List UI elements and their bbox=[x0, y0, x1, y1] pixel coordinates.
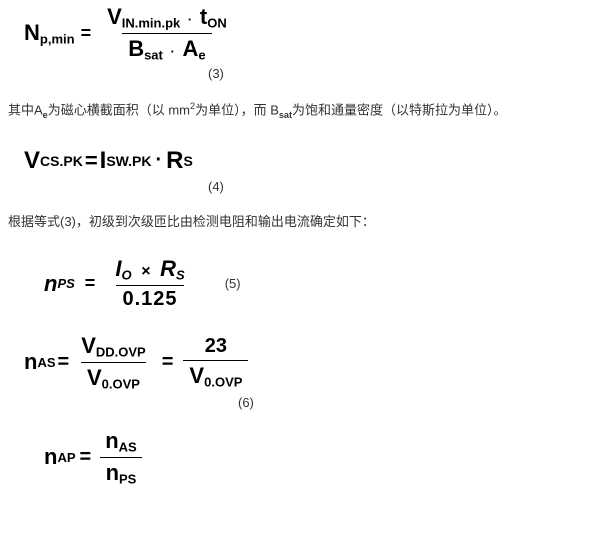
eq5-rs-sub: S bbox=[176, 268, 185, 283]
eq4-equals: = bbox=[83, 148, 100, 174]
eq4-r: R bbox=[166, 147, 183, 175]
p1-t4: 为饱和通量密度（以特斯拉为单位）。 bbox=[292, 103, 507, 118]
eq7-equals: = bbox=[76, 446, 96, 469]
eq7-num-sub: AS bbox=[119, 440, 137, 455]
eq5-fraction: IO × RS 0.125 bbox=[109, 256, 190, 311]
p1-t2: 为磁心横截面积（以 mm bbox=[48, 103, 190, 118]
equation-4: VCS.PK = ISW.PK · RS bbox=[8, 147, 600, 175]
eq6-equals2: = bbox=[156, 351, 180, 374]
eq3-number: (3) bbox=[8, 66, 600, 81]
eq5-n: n bbox=[44, 271, 57, 297]
p1-t1: 其中A bbox=[8, 103, 43, 118]
equation-4-row: VCS.PK = ISW.PK · RS bbox=[24, 147, 600, 175]
eq4-v: V bbox=[24, 147, 40, 175]
eq6-n: n bbox=[24, 349, 37, 375]
eq5-numerator: IO × RS bbox=[109, 256, 190, 285]
eq6-f2-den-v: V bbox=[189, 363, 204, 388]
eq3-lhs-main: N bbox=[24, 20, 40, 45]
eq5-io-sub: O bbox=[121, 268, 131, 283]
eq4-dot: · bbox=[151, 149, 166, 172]
eq4-v-sub: CS.PK bbox=[40, 153, 83, 169]
equation-5-row: nPS = IO × RS 0.125 (5) bbox=[44, 256, 600, 311]
eq3-den-a: A bbox=[182, 36, 198, 61]
eq6-f1-num-v: V bbox=[81, 333, 96, 358]
eq3-equals: = bbox=[75, 23, 98, 44]
eq5-times: × bbox=[135, 263, 156, 280]
p1-t3: 为单位），而 B bbox=[195, 103, 279, 118]
eq5-n-sub: PS bbox=[57, 276, 74, 291]
eq6-f1-den: V0.OVP bbox=[81, 362, 146, 392]
paragraph-1: 其中Ae为磁心横截面积（以 mm2为单位），而 Bsat为饱和通量密度（以特斯拉… bbox=[8, 99, 600, 122]
eq6-fraction-1: VDD.OVP V0.OVP bbox=[75, 333, 152, 391]
eq7-den-sub: PS bbox=[119, 471, 136, 486]
eq7-den: nPS bbox=[100, 457, 143, 487]
eq7-fraction: nAS nPS bbox=[99, 428, 143, 486]
eq4-r-sub: S bbox=[183, 153, 192, 169]
eq6-f2-den-sub: 0.OVP bbox=[204, 374, 242, 389]
eq7-n: n bbox=[44, 444, 57, 470]
eq3-den-a-sub: e bbox=[198, 47, 205, 62]
eq6-f1-num: VDD.OVP bbox=[75, 333, 152, 362]
eq6-f1-den-v: V bbox=[87, 365, 102, 390]
eq5-rs: R bbox=[160, 256, 176, 281]
eq3-den-b-sub: sat bbox=[144, 47, 163, 62]
equation-3: Np,min = VIN.min.pk · tON Bsat · Ae bbox=[8, 4, 600, 62]
eq4-i: I bbox=[100, 147, 107, 175]
equation-7: nAP = nAS nPS bbox=[8, 428, 600, 486]
paragraph-2: 根据等式(3)，初级到次级匝比由检测电阻和输出电流确定如下： bbox=[8, 212, 600, 233]
eq6-equals: = bbox=[56, 351, 72, 374]
equation-6-row: nAS = VDD.OVP V0.OVP = 23 V0.OVP bbox=[24, 333, 600, 391]
eq3-numerator: VIN.min.pk · tON bbox=[101, 4, 233, 33]
eq3-lhs-sub: p,min bbox=[40, 31, 75, 46]
eq5-equals: = bbox=[75, 273, 106, 294]
eq6-f2-num: 23 bbox=[199, 335, 233, 360]
eq3-denominator: Bsat · Ae bbox=[122, 33, 211, 63]
eq5-number: (5) bbox=[225, 276, 241, 291]
eq7-num-n: n bbox=[105, 428, 118, 453]
eq3-den-b: B bbox=[128, 36, 144, 61]
eq6-f2-den: V0.OVP bbox=[183, 360, 248, 390]
eq3-fraction: VIN.min.pk · tON Bsat · Ae bbox=[101, 4, 233, 62]
eq6-f1-num-sub: DD.OVP bbox=[96, 345, 146, 360]
eq4-i-sub: SW.PK bbox=[106, 153, 151, 169]
eq4-number: (4) bbox=[8, 179, 600, 194]
eq7-num: nAS bbox=[99, 428, 143, 457]
eq3-num-v: V bbox=[107, 4, 122, 29]
eq3-lhs: Np,min bbox=[24, 20, 75, 47]
eq3-den-dot: · bbox=[167, 44, 179, 59]
eq7-n-sub: AP bbox=[57, 450, 75, 465]
eq7-den-n: n bbox=[106, 460, 119, 485]
equation-7-row: nAP = nAS nPS bbox=[44, 428, 600, 486]
eq6-n-sub: AS bbox=[37, 355, 55, 370]
eq3-num-dot: · bbox=[184, 12, 196, 27]
eq6-f1-den-sub: 0.OVP bbox=[102, 376, 140, 391]
eq6-fraction-2: 23 V0.OVP bbox=[183, 335, 248, 390]
equation-5: nPS = IO × RS 0.125 (5) bbox=[8, 256, 600, 311]
eq3-num-v-sub: IN.min.pk bbox=[122, 16, 181, 31]
equation-3-row: Np,min = VIN.min.pk · tON Bsat · Ae bbox=[24, 4, 600, 62]
eq6-number: (6) bbox=[8, 395, 600, 410]
eq5-denominator: 0.125 bbox=[116, 285, 183, 311]
p1-t3sub: sat bbox=[279, 110, 292, 120]
eq3-num-t-sub: ON bbox=[207, 16, 227, 31]
equation-6: nAS = VDD.OVP V0.OVP = 23 V0.OVP bbox=[8, 333, 600, 391]
